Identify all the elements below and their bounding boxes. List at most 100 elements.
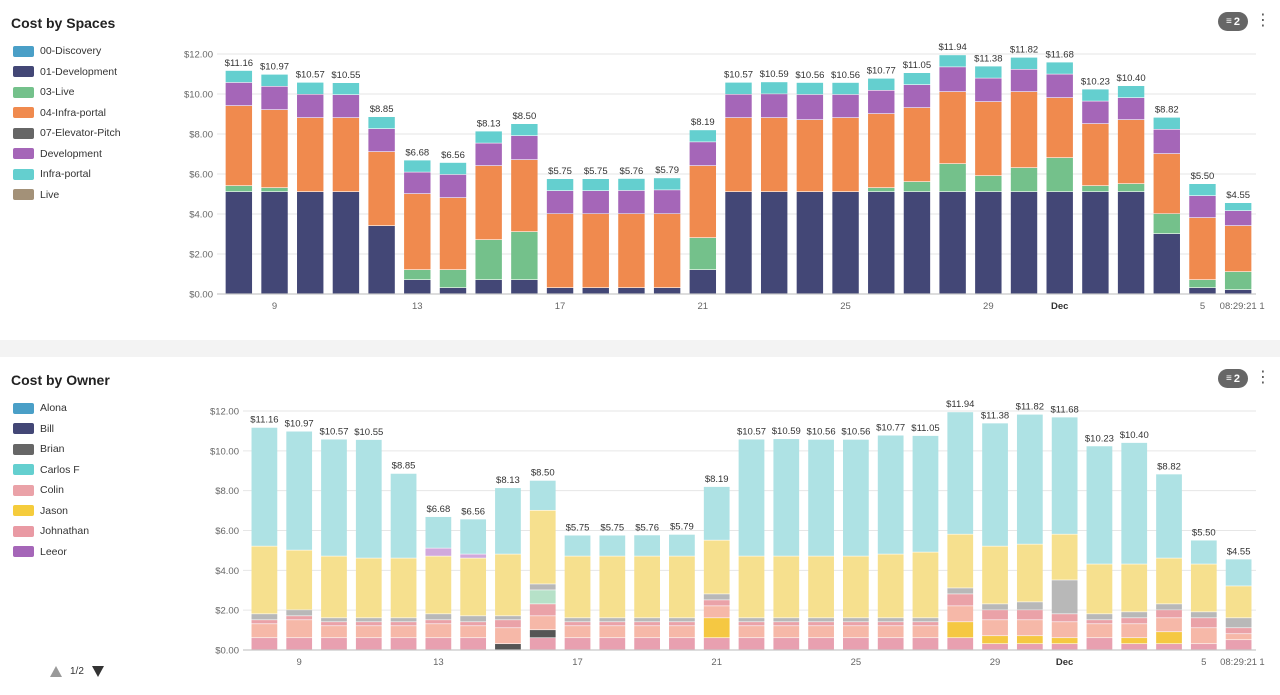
bar-segment[interactable] (404, 280, 431, 294)
bar-segment[interactable] (796, 120, 824, 192)
bar-segment[interactable] (939, 55, 966, 67)
bar-segment[interactable] (689, 130, 717, 142)
bar-segment[interactable] (1086, 446, 1113, 564)
bar-segment[interactable] (332, 192, 360, 294)
bar-segment[interactable] (390, 473, 417, 558)
bar-segment[interactable] (495, 488, 521, 554)
bar-segment[interactable] (529, 590, 556, 604)
bar-segment[interactable] (947, 534, 974, 588)
bar-segment[interactable] (877, 626, 904, 638)
bar-segment[interactable] (475, 166, 502, 240)
bar-segment[interactable] (368, 117, 395, 129)
bar-segment[interactable] (738, 439, 765, 556)
bar-segment[interactable] (286, 616, 313, 620)
bar-segment[interactable] (975, 102, 1002, 176)
bar-segment[interactable] (975, 66, 1002, 78)
bar-segment[interactable] (877, 638, 904, 650)
bar-segment[interactable] (1190, 540, 1217, 564)
bar-segment[interactable] (529, 584, 556, 590)
bar-segment[interactable] (425, 556, 452, 614)
bar-segment[interactable] (475, 131, 502, 143)
bar-segment[interactable] (439, 174, 467, 198)
bar-segment[interactable] (225, 106, 253, 186)
bar-segment[interactable] (1224, 203, 1252, 211)
bar-segment[interactable] (1016, 414, 1043, 544)
bar-segment[interactable] (1051, 638, 1078, 644)
bar-segment[interactable] (689, 142, 717, 166)
bar-segment[interactable] (261, 86, 288, 110)
bar-segment[interactable] (439, 198, 467, 270)
bar-segment[interactable] (939, 92, 966, 164)
bar-segment[interactable] (773, 626, 800, 638)
bar-segment[interactable] (1016, 602, 1043, 610)
bar-segment[interactable] (669, 556, 695, 618)
bar-segment[interactable] (634, 638, 660, 650)
bar-segment[interactable] (546, 214, 574, 288)
bar-segment[interactable] (1117, 184, 1145, 192)
bar-segment[interactable] (653, 214, 681, 288)
bar-segment[interactable] (634, 626, 660, 638)
bar-segment[interactable] (868, 114, 895, 188)
bar-segment[interactable] (947, 412, 974, 534)
bar-segment[interactable] (564, 622, 591, 626)
legend-item[interactable]: Leeor (13, 542, 89, 563)
bar-segment[interactable] (1046, 98, 1073, 158)
bar-segment[interactable] (832, 94, 859, 118)
bar-segment[interactable] (460, 616, 487, 622)
bar-segment[interactable] (947, 594, 974, 606)
bar-segment[interactable] (529, 480, 556, 510)
bar-segment[interactable] (1010, 192, 1038, 294)
legend-item[interactable]: Alona (13, 398, 89, 419)
pager-down-icon[interactable] (91, 666, 104, 677)
bar-segment[interactable] (1051, 534, 1078, 580)
bar-segment[interactable] (843, 638, 869, 650)
bar-segment[interactable] (773, 638, 800, 650)
bar-segment[interactable] (475, 240, 502, 280)
bar-segment[interactable] (877, 554, 904, 618)
bar-segment[interactable] (332, 118, 360, 192)
bar-segment[interactable] (832, 82, 859, 95)
bar-segment[interactable] (843, 556, 869, 618)
bar-segment[interactable] (439, 162, 467, 175)
bar-segment[interactable] (634, 535, 660, 556)
bar-segment[interactable] (760, 192, 788, 294)
bar-segment[interactable] (1156, 474, 1182, 558)
bar-segment[interactable] (251, 427, 278, 546)
bar-segment[interactable] (808, 556, 834, 618)
bar-segment[interactable] (582, 288, 609, 294)
bar-segment[interactable] (511, 280, 538, 294)
bar-segment[interactable] (903, 182, 931, 192)
bar-segment[interactable] (529, 604, 556, 616)
bar-segment[interactable] (760, 94, 788, 118)
bar-segment[interactable] (634, 556, 660, 618)
more-options-icon[interactable]: ⋮ (1255, 12, 1271, 29)
bar-segment[interactable] (251, 620, 278, 624)
bar-segment[interactable] (725, 82, 752, 94)
legend-item[interactable]: 01-Development (13, 62, 121, 83)
bar-segment[interactable] (599, 626, 626, 638)
legend-item[interactable]: Live (13, 185, 121, 206)
bar-segment[interactable] (225, 186, 253, 192)
bar-segment[interactable] (703, 540, 730, 594)
bar-segment[interactable] (1082, 89, 1109, 101)
bar-segment[interactable] (689, 238, 717, 270)
bar-segment[interactable] (982, 604, 1008, 610)
bar-segment[interactable] (225, 70, 253, 83)
bar-segment[interactable] (1156, 644, 1182, 650)
bar-segment[interactable] (912, 552, 939, 618)
bar-segment[interactable] (1190, 564, 1217, 612)
bar-segment[interactable] (760, 118, 788, 192)
bar-segment[interactable] (1225, 618, 1252, 628)
bar-segment[interactable] (564, 638, 591, 650)
bar-segment[interactable] (796, 94, 824, 120)
bar-segment[interactable] (669, 622, 695, 626)
bar-segment[interactable] (1046, 62, 1073, 74)
bar-segment[interactable] (1225, 628, 1252, 634)
bar-segment[interactable] (1117, 120, 1145, 184)
legend-item[interactable]: Brian (13, 439, 89, 460)
bar-segment[interactable] (982, 644, 1008, 650)
bar-segment[interactable] (725, 94, 752, 118)
bar-segment[interactable] (404, 194, 431, 270)
legend-item[interactable]: 07-Elevator-Pitch (13, 123, 121, 144)
bar-segment[interactable] (703, 618, 730, 638)
